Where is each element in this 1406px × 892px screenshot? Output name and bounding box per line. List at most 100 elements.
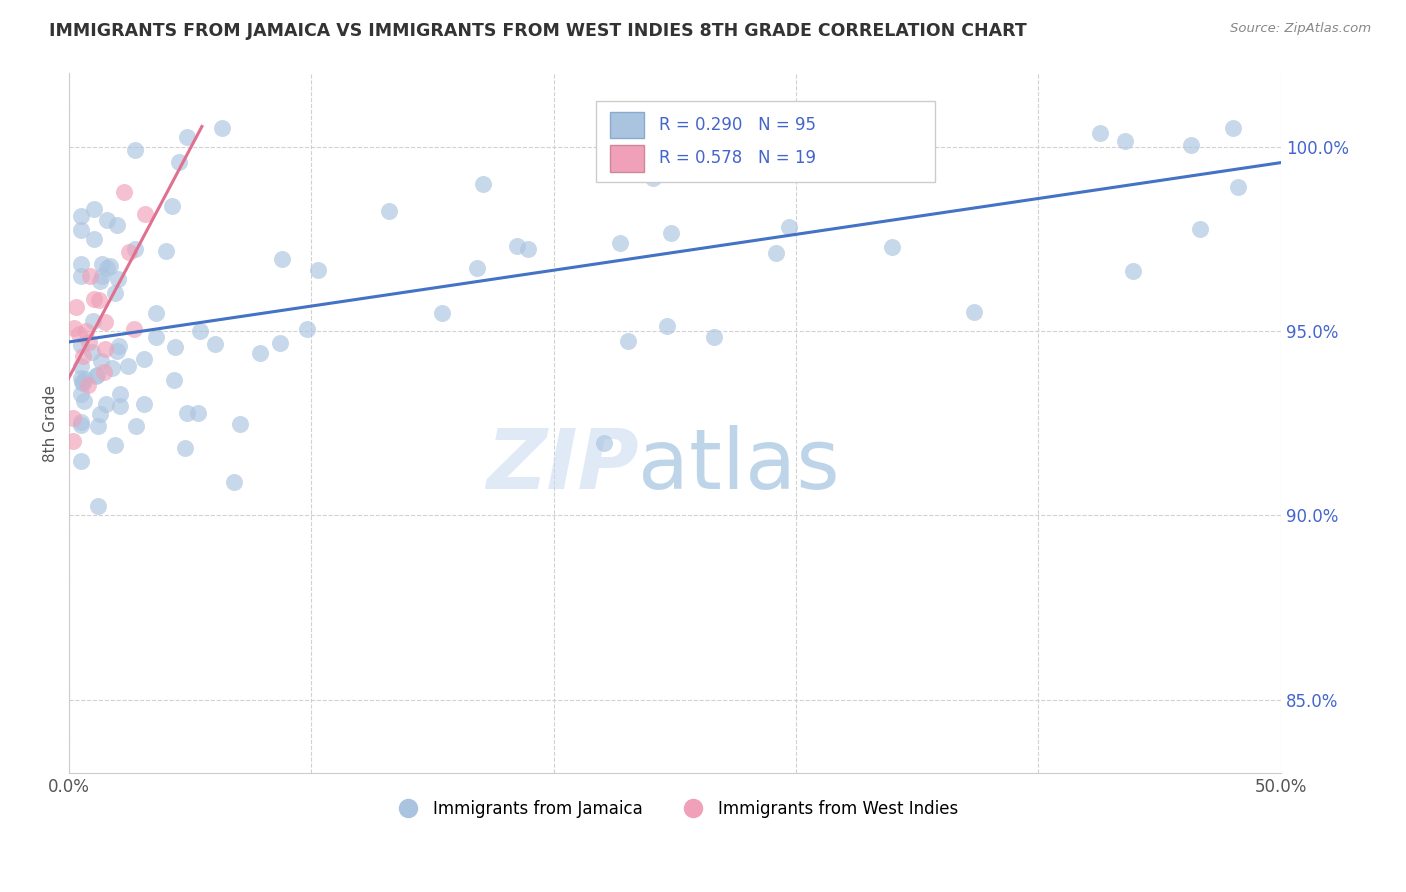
Point	[82, 314, 104, 328]
Point	[778, 219, 800, 234]
Point	[703, 330, 725, 344]
Point	[125, 419, 148, 434]
Point	[617, 334, 640, 348]
Point	[1114, 134, 1136, 148]
Point	[80, 345, 103, 359]
Point	[609, 235, 631, 250]
Point	[83, 232, 105, 246]
Point	[93, 365, 115, 379]
Point	[132, 397, 155, 411]
Point	[432, 305, 454, 319]
Point	[69, 386, 91, 401]
Bar	[610, 145, 644, 172]
Point	[105, 219, 128, 233]
Point	[96, 212, 118, 227]
Point	[868, 121, 890, 136]
Point	[69, 209, 91, 223]
Point	[882, 240, 904, 254]
Point	[165, 340, 187, 354]
Point	[118, 245, 141, 260]
Point	[657, 318, 679, 333]
Point	[62, 434, 84, 449]
Point	[169, 154, 191, 169]
Point	[124, 143, 146, 157]
Point	[249, 346, 271, 360]
Text: R = 0.290   N = 95: R = 0.290 N = 95	[659, 116, 815, 134]
Bar	[610, 112, 644, 138]
Point	[1180, 137, 1202, 152]
Point	[96, 261, 118, 276]
Point	[176, 406, 198, 420]
Point	[108, 399, 131, 413]
Point	[1188, 222, 1211, 236]
Point	[69, 268, 91, 283]
Point	[67, 326, 90, 341]
Point	[87, 499, 110, 513]
Point	[1122, 264, 1144, 278]
Point	[90, 354, 112, 368]
Point	[132, 352, 155, 367]
Point	[134, 207, 156, 221]
Text: R = 0.578   N = 19: R = 0.578 N = 19	[659, 150, 815, 168]
Point	[69, 371, 91, 385]
Point	[378, 203, 401, 218]
Point	[471, 177, 494, 191]
Point	[124, 322, 146, 336]
Point	[84, 369, 107, 384]
Point	[222, 475, 245, 490]
Point	[91, 268, 114, 283]
Point	[124, 242, 146, 256]
Point	[211, 121, 233, 136]
Point	[73, 394, 96, 409]
Point	[70, 338, 93, 352]
Point	[765, 246, 787, 260]
Point	[87, 293, 110, 307]
Text: IMMIGRANTS FROM JAMAICA VS IMMIGRANTS FROM WEST INDIES 8TH GRADE CORRELATION CHA: IMMIGRANTS FROM JAMAICA VS IMMIGRANTS FR…	[49, 22, 1026, 40]
Point	[295, 322, 318, 336]
Point	[77, 335, 100, 350]
Point	[69, 417, 91, 432]
Point	[112, 186, 135, 200]
Point	[69, 223, 91, 237]
Point	[307, 263, 329, 277]
Point	[145, 306, 167, 320]
Point	[75, 324, 97, 338]
Point	[104, 285, 127, 300]
Point	[70, 375, 93, 389]
Point	[107, 272, 129, 286]
Point	[94, 397, 117, 411]
Point	[65, 300, 87, 314]
Point	[830, 159, 852, 173]
Point	[79, 268, 101, 283]
Point	[89, 274, 111, 288]
Point	[73, 372, 96, 386]
Point	[176, 129, 198, 144]
Point	[963, 304, 986, 318]
Point	[107, 339, 129, 353]
Point	[69, 257, 91, 271]
Point	[1226, 180, 1249, 194]
Point	[63, 321, 86, 335]
Point	[69, 454, 91, 468]
Text: Source: ZipAtlas.com: Source: ZipAtlas.com	[1230, 22, 1371, 36]
Point	[467, 261, 489, 276]
Point	[98, 260, 121, 274]
Point	[188, 324, 211, 338]
Point	[91, 257, 114, 271]
Legend: Immigrants from Jamaica, Immigrants from West Indies: Immigrants from Jamaica, Immigrants from…	[385, 793, 965, 824]
Point	[593, 435, 616, 450]
Point	[72, 350, 94, 364]
Point	[271, 252, 294, 266]
Point	[83, 293, 105, 307]
Point	[77, 377, 100, 392]
Point	[117, 359, 139, 373]
Point	[1088, 126, 1111, 140]
Point	[105, 344, 128, 359]
Point	[145, 330, 167, 344]
Text: atlas: atlas	[638, 425, 841, 506]
Point	[516, 242, 538, 256]
Point	[155, 244, 177, 258]
Point	[858, 121, 880, 136]
Point	[204, 336, 226, 351]
Point	[659, 226, 682, 240]
